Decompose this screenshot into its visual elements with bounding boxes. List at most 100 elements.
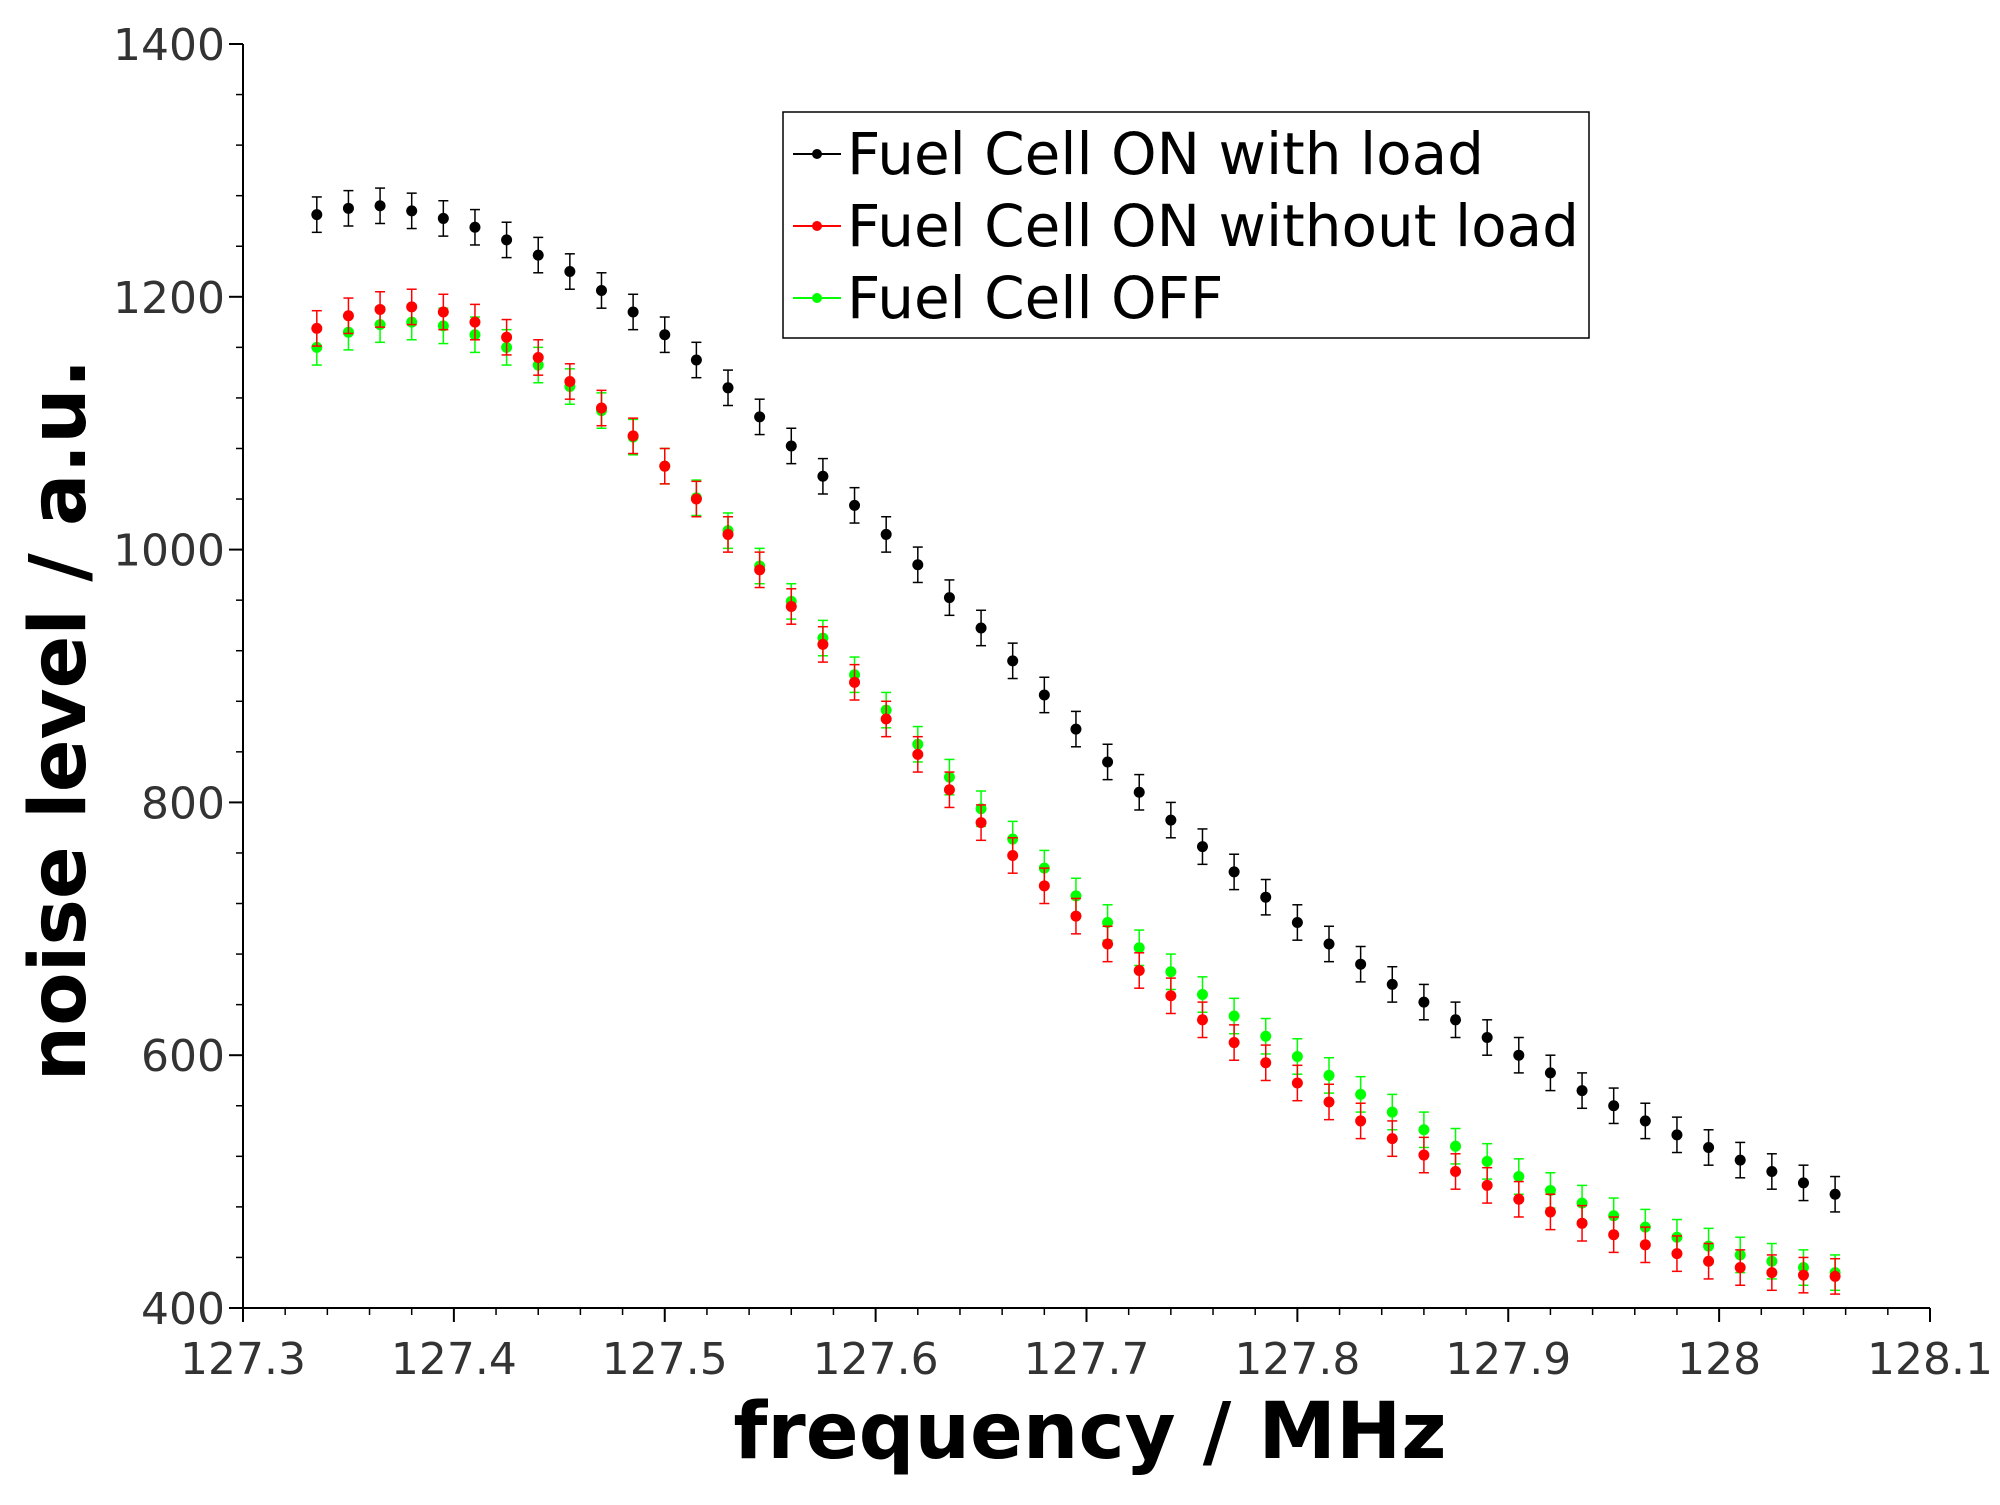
data-point bbox=[1639, 1115, 1651, 1127]
data-point bbox=[1544, 1067, 1556, 1079]
data-point bbox=[975, 622, 987, 634]
legend-swatch-marker bbox=[812, 149, 822, 159]
x-tick-label: 127.5 bbox=[602, 1334, 728, 1385]
data-point bbox=[1165, 966, 1177, 978]
data-point bbox=[1228, 1010, 1240, 1022]
legend-box bbox=[782, 111, 1590, 339]
data-point bbox=[311, 322, 323, 334]
x-tick-label: 127.9 bbox=[1445, 1334, 1571, 1385]
data-point bbox=[1196, 1014, 1208, 1026]
data-point bbox=[1070, 910, 1082, 922]
data-point bbox=[1544, 1184, 1556, 1196]
x-tick-label: 127.4 bbox=[391, 1334, 517, 1385]
data-point bbox=[1734, 1154, 1746, 1166]
data-point bbox=[1228, 866, 1240, 878]
data-point bbox=[1576, 1217, 1588, 1229]
x-tick-label: 128.1 bbox=[1867, 1334, 1993, 1385]
y-tick-label: 800 bbox=[141, 778, 225, 829]
data-point bbox=[1260, 891, 1272, 903]
data-point bbox=[880, 528, 892, 540]
x-axis-title: frequency / MHz bbox=[733, 1387, 1446, 1477]
x-tick-label: 127.6 bbox=[813, 1334, 939, 1385]
data-point bbox=[501, 331, 513, 343]
data-point bbox=[1450, 1165, 1462, 1177]
legend-swatch-marker bbox=[812, 293, 822, 303]
data-point bbox=[374, 200, 386, 212]
data-point bbox=[1703, 1141, 1715, 1153]
data-point bbox=[817, 638, 829, 650]
data-point bbox=[342, 310, 354, 322]
data-point bbox=[690, 493, 702, 505]
x-tick-label: 127.8 bbox=[1234, 1334, 1360, 1385]
data-point bbox=[1671, 1248, 1683, 1260]
data-point bbox=[1133, 786, 1145, 798]
data-point bbox=[1639, 1239, 1651, 1251]
data-point bbox=[1576, 1085, 1588, 1097]
data-point bbox=[532, 249, 544, 261]
data-point bbox=[1608, 1229, 1620, 1241]
x-tick-label: 127.3 bbox=[180, 1334, 306, 1385]
data-point bbox=[1007, 849, 1019, 861]
data-point bbox=[1797, 1269, 1809, 1281]
data-point bbox=[564, 375, 576, 387]
data-point bbox=[785, 440, 797, 452]
axes-layer: 127.3 127.4 127.5 127.6 127.7 127.8 127.9 128 12… bbox=[113, 20, 1993, 1385]
data-point bbox=[469, 316, 481, 328]
data-point bbox=[1355, 1115, 1367, 1127]
data-point bbox=[1102, 916, 1114, 928]
y-tick-label: 1200 bbox=[113, 273, 225, 324]
data-point bbox=[1038, 689, 1050, 701]
data-point bbox=[1513, 1193, 1525, 1205]
data-point bbox=[1797, 1177, 1809, 1189]
data-point bbox=[1260, 1030, 1272, 1042]
data-point bbox=[532, 351, 544, 363]
x-tick-label: 128 bbox=[1677, 1334, 1761, 1385]
data-point bbox=[722, 528, 734, 540]
data-point bbox=[1323, 1096, 1335, 1108]
data-point bbox=[1386, 1133, 1398, 1145]
data-point bbox=[1323, 1069, 1335, 1081]
data-point bbox=[912, 748, 924, 760]
data-point bbox=[1829, 1270, 1841, 1282]
data-point bbox=[595, 402, 607, 414]
data-point bbox=[1291, 1050, 1303, 1062]
data-point bbox=[817, 470, 829, 482]
data-point bbox=[311, 341, 323, 353]
data-point bbox=[1766, 1267, 1778, 1279]
data-point bbox=[690, 354, 702, 366]
data-point bbox=[754, 564, 766, 576]
data-point bbox=[1133, 942, 1145, 954]
data-point bbox=[1196, 841, 1208, 853]
data-point bbox=[437, 212, 449, 224]
data-point bbox=[1102, 938, 1114, 950]
data-point bbox=[1418, 1149, 1430, 1161]
data-point bbox=[627, 306, 639, 318]
data-point bbox=[1386, 1106, 1398, 1118]
data-point bbox=[1418, 996, 1430, 1008]
y-axis-title: noise level / a.u. bbox=[14, 359, 104, 1082]
data-point bbox=[1671, 1129, 1683, 1141]
y-tick-label: 1000 bbox=[113, 526, 225, 577]
data-point bbox=[1102, 756, 1114, 768]
data-point bbox=[912, 559, 924, 571]
data-point bbox=[469, 221, 481, 233]
series-fuel-cell-on-without-load bbox=[311, 288, 1841, 1295]
data-point bbox=[943, 592, 955, 604]
x-tick-label: 127.7 bbox=[1024, 1334, 1150, 1385]
data-point bbox=[1007, 655, 1019, 667]
data-point bbox=[1481, 1032, 1493, 1044]
data-point bbox=[406, 205, 418, 217]
data-point bbox=[1133, 965, 1145, 977]
series-layer bbox=[311, 187, 1841, 1295]
data-point bbox=[1196, 989, 1208, 1001]
data-point bbox=[1450, 1140, 1462, 1152]
data-point bbox=[627, 430, 639, 442]
y-tick-label: 400 bbox=[141, 1284, 225, 1335]
data-point bbox=[659, 329, 671, 341]
data-point bbox=[1513, 1171, 1525, 1183]
data-point bbox=[1481, 1155, 1493, 1167]
data-point bbox=[1291, 1077, 1303, 1089]
